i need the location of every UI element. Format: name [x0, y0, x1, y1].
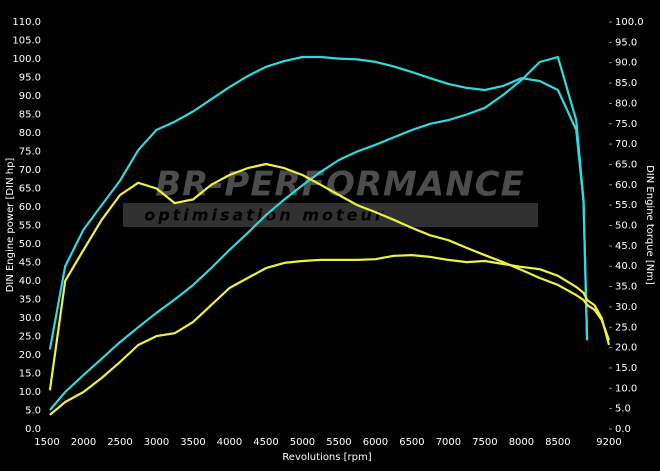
x-tick-label: 5000	[290, 437, 315, 448]
x-tick-label: 2500	[107, 437, 132, 448]
y2-tick-label: 25.0	[615, 322, 637, 333]
x-tick-label: 5500	[326, 437, 351, 448]
y-tick-label: 25.0	[19, 332, 41, 343]
y2-tick-label: 60.0	[615, 180, 637, 191]
x-tick-label: 4000	[217, 437, 242, 448]
y-tick-label: 35.0	[19, 295, 41, 306]
y2-tick-label: 30.0	[615, 302, 637, 313]
y-tick-label: 10.0	[19, 387, 41, 398]
y-tick-label: 70.0	[19, 165, 41, 176]
y2-tick-label: 55.0	[615, 200, 637, 211]
x-tick-label: 4500	[253, 437, 278, 448]
y2-tick-label: 100.0	[615, 17, 644, 28]
watermark-band	[123, 203, 538, 227]
x-tick-label: 1500	[34, 437, 59, 448]
y-tick-label: 65.0	[19, 184, 41, 195]
watermark: BR-PERFORMANCE optimisation moteur	[123, 165, 538, 227]
y-tick-label: 0.0	[25, 424, 41, 435]
x-tick-label: 7000	[436, 437, 461, 448]
y-tick-label: 5.0	[25, 406, 41, 417]
y2-axis-label: DIN Engine torque [Nm]	[644, 165, 655, 285]
y2-tick-label: 20.0	[615, 343, 637, 354]
watermark-brand: BR-PERFORMANCE	[155, 165, 525, 205]
y-tick-label: 15.0	[19, 369, 41, 380]
x-tick-label: 8000	[509, 437, 534, 448]
x-tick-label: 2000	[71, 437, 96, 448]
y2-tick-label: 45.0	[615, 241, 637, 252]
y2-tick-label: 90.0	[615, 58, 637, 69]
y-tick-label: 60.0	[19, 202, 41, 213]
y2-tick-label: 70.0	[615, 139, 637, 150]
y-tick-label: 90.0	[19, 91, 41, 102]
y-tick-label: 105.0	[12, 36, 41, 47]
y2-tick-label: 50.0	[615, 221, 637, 232]
y-axis-label: DIN Engine power [DIN hp]	[5, 158, 16, 293]
y-tick-label: 75.0	[19, 147, 41, 158]
y2-tick-label: 85.0	[615, 78, 637, 89]
y-tick-label: 85.0	[19, 110, 41, 121]
y-tick-label: 110.0	[12, 17, 41, 28]
y2-tick-label: 40.0	[615, 261, 637, 272]
y2-tick-label: 80.0	[615, 98, 637, 109]
y-tick-label: 95.0	[19, 73, 41, 84]
y2-tick-label: 10.0	[615, 383, 637, 394]
x-axis-label: Revolutions [rpm]	[282, 452, 371, 463]
watermark-tagline: optimisation moteur	[144, 206, 386, 225]
y-tick-label: 30.0	[19, 313, 41, 324]
x-tick-label: 7500	[472, 437, 497, 448]
x-tick-label: 6000	[363, 437, 388, 448]
x-tick-label: 9200	[596, 437, 621, 448]
x-tick-label: 3500	[180, 437, 205, 448]
data-line	[49, 254, 611, 416]
x-tick-label: 6500	[399, 437, 424, 448]
y2-tick-label: 95.0	[615, 37, 637, 48]
data-line	[48, 162, 611, 391]
y2-tick-label: 15.0	[615, 363, 637, 374]
x-tick-label: 3000	[144, 437, 169, 448]
y-tick-label: 45.0	[19, 258, 41, 269]
y-tick-label: 80.0	[19, 128, 41, 139]
y2-tick-label: 65.0	[615, 159, 637, 170]
y-tick-label: 50.0	[19, 239, 41, 250]
y2-tick-label: 35.0	[615, 282, 637, 293]
y-tick-label: 20.0	[19, 350, 41, 361]
y-tick-label: 55.0	[19, 221, 41, 232]
y-tick-label: 40.0	[19, 276, 41, 287]
y-tick-label: 100.0	[12, 54, 41, 65]
y2-tick-label: 0.0	[615, 424, 631, 435]
y2-tick-label: 75.0	[615, 119, 637, 130]
data-line	[49, 56, 589, 411]
x-tick-label: 8500	[545, 437, 570, 448]
data-line	[48, 55, 589, 350]
y2-tick-label: 5.0	[615, 404, 631, 415]
